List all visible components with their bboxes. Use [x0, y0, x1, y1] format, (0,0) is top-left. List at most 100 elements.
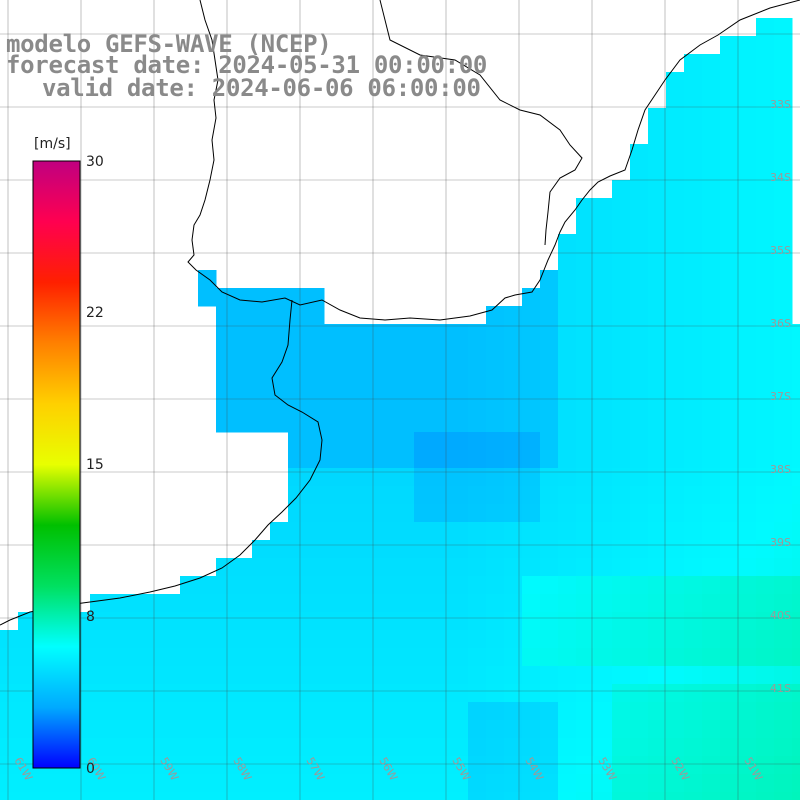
- speed-cell: [450, 720, 469, 739]
- speed-cell: [216, 666, 235, 685]
- speed-cell: [702, 198, 721, 217]
- speed-cell: [270, 594, 289, 613]
- speed-cell: [720, 180, 739, 199]
- speed-cell: [720, 396, 739, 415]
- speed-cell: [180, 594, 199, 613]
- speed-cell: [306, 378, 325, 397]
- speed-cell: [558, 432, 577, 451]
- speed-cell: [252, 396, 271, 415]
- speed-cell: [522, 504, 541, 523]
- speed-cell: [702, 648, 721, 667]
- speed-cell: [468, 702, 487, 721]
- speed-cell: [630, 612, 649, 631]
- speed-cell: [720, 756, 739, 775]
- speed-cell: [648, 738, 667, 757]
- speed-cell: [306, 522, 325, 541]
- speed-cell: [666, 216, 685, 235]
- speed-cell: [576, 360, 595, 379]
- speed-cell: [756, 720, 775, 739]
- speed-cell: [702, 720, 721, 739]
- speed-cell: [792, 702, 800, 721]
- speed-cell: [432, 522, 451, 541]
- speed-cell: [126, 612, 145, 631]
- speed-cell: [396, 594, 415, 613]
- speed-cell: [594, 288, 613, 307]
- speed-cell: [360, 702, 379, 721]
- speed-cell: [630, 720, 649, 739]
- speed-cell: [720, 540, 739, 559]
- speed-cell: [306, 720, 325, 739]
- speed-cell: [504, 504, 523, 523]
- speed-cell: [252, 414, 271, 433]
- speed-cell: [576, 468, 595, 487]
- speed-cell: [612, 216, 631, 235]
- speed-cell: [234, 738, 253, 757]
- speed-cell: [684, 504, 703, 523]
- speed-cell: [738, 126, 757, 145]
- speed-cell: [720, 630, 739, 649]
- speed-cell: [576, 702, 595, 721]
- speed-cell: [378, 756, 397, 775]
- speed-cell: [504, 558, 523, 577]
- speed-cell: [486, 396, 505, 415]
- speed-cell: [630, 702, 649, 721]
- speed-cell: [90, 774, 109, 793]
- speed-cell: [360, 522, 379, 541]
- speed-cell: [630, 162, 649, 181]
- speed-cell: [144, 756, 163, 775]
- colorbar-tick-30: 30: [86, 154, 104, 170]
- speed-cell: [396, 504, 415, 523]
- speed-cell: [774, 396, 793, 415]
- speed-cell: [504, 702, 523, 721]
- speed-cell: [612, 702, 631, 721]
- speed-cell: [468, 666, 487, 685]
- speed-cell: [594, 648, 613, 667]
- speed-cell: [540, 306, 559, 325]
- speed-cell: [486, 594, 505, 613]
- speed-cell: [18, 720, 37, 739]
- speed-cell: [576, 666, 595, 685]
- speed-cell: [288, 324, 307, 343]
- speed-cell: [630, 522, 649, 541]
- speed-cell: [594, 360, 613, 379]
- speed-cell: [216, 414, 235, 433]
- valid-date: valid date: 2024-06-06 06:00:00: [42, 74, 481, 102]
- model-title: modelo GEFS-WAVE (NCEP): [6, 30, 332, 58]
- speed-cell: [774, 522, 793, 541]
- speed-cell: [666, 432, 685, 451]
- speed-cell: [576, 234, 595, 253]
- speed-cell: [756, 126, 775, 145]
- speed-cell: [666, 108, 685, 127]
- speed-cell: [684, 378, 703, 397]
- speed-cell: [0, 666, 19, 685]
- speed-cell: [324, 504, 343, 523]
- speed-cell: [756, 522, 775, 541]
- speed-cell: [324, 612, 343, 631]
- speed-cell: [414, 486, 433, 505]
- speed-cell: [198, 270, 217, 289]
- speed-cell: [108, 756, 127, 775]
- speed-cell: [252, 324, 271, 343]
- speed-cell: [126, 684, 145, 703]
- speed-cell: [594, 540, 613, 559]
- speed-cell: [630, 432, 649, 451]
- speed-cell: [396, 432, 415, 451]
- speed-cell: [468, 720, 487, 739]
- speed-cell: [576, 288, 595, 307]
- speed-cell: [324, 666, 343, 685]
- speed-cell: [234, 396, 253, 415]
- speed-cell: [666, 648, 685, 667]
- speed-cell: [306, 774, 325, 793]
- speed-cell: [504, 630, 523, 649]
- latitude-label: 33S: [770, 98, 791, 111]
- speed-cell: [648, 108, 667, 127]
- speed-cell: [360, 342, 379, 361]
- speed-cell: [324, 396, 343, 415]
- speed-cell: [756, 648, 775, 667]
- speed-cell: [216, 720, 235, 739]
- speed-cell: [342, 342, 361, 361]
- speed-cell: [702, 774, 721, 793]
- speed-cell: [432, 774, 451, 793]
- speed-cell: [486, 774, 505, 793]
- speed-cell: [666, 180, 685, 199]
